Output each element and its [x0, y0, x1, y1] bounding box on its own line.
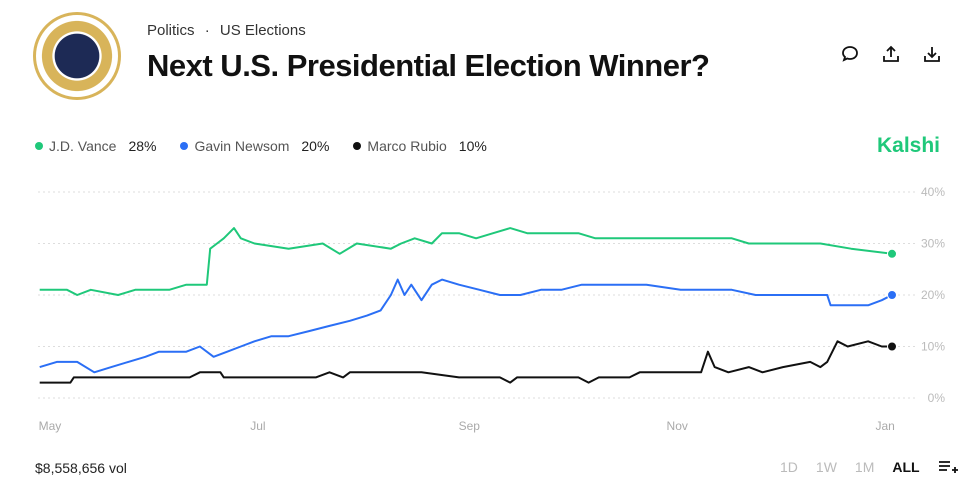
series-line — [39, 278, 893, 374]
legend-value: 20% — [301, 138, 330, 154]
page-title: Next U.S. Presidential Election Winner? — [147, 48, 710, 83]
x-tick-label: May — [39, 419, 62, 433]
y-tick-label: 40% — [921, 185, 945, 199]
breadcrumb-category[interactable]: Politics — [147, 22, 195, 39]
range-1d[interactable]: 1D — [780, 459, 798, 475]
range-selector: 1D 1W 1M ALL — [780, 459, 958, 478]
legend-dot-icon — [180, 142, 189, 150]
range-1m[interactable]: 1M — [854, 459, 875, 475]
legend-item[interactable]: Marco Rubio 10% — [353, 138, 487, 154]
price-chart[interactable]: 0% 10% 20% 30% 40% May Jul Sep Nov Jan — [0, 170, 960, 440]
x-tick-label: Sep — [459, 419, 481, 433]
legend-name: Marco Rubio — [367, 138, 447, 154]
legend-item[interactable]: J.D. Vance 28% — [35, 138, 156, 154]
breadcrumb: Politics · US Elections — [147, 22, 306, 39]
series-endpoint — [887, 290, 897, 300]
y-tick-label: 10% — [921, 340, 945, 354]
x-tick-label: Jul — [250, 419, 265, 433]
breadcrumb-subcategory[interactable]: US Elections — [219, 22, 306, 39]
range-all[interactable]: ALL — [892, 459, 920, 475]
legend-item[interactable]: Gavin Newsom 20% — [180, 138, 329, 154]
series-line — [39, 227, 893, 296]
download-icon[interactable] — [922, 44, 942, 64]
add-series-icon[interactable] — [938, 459, 958, 478]
series-endpoint — [887, 248, 897, 259]
legend-value: 28% — [128, 138, 157, 154]
range-1w[interactable]: 1W — [815, 459, 837, 475]
chart-legend: J.D. Vance 28% Gavin Newsom 20% Marco Rubio 1… — [35, 138, 487, 154]
legend-value: 10% — [458, 138, 487, 154]
y-tick-label: 20% — [921, 288, 945, 302]
x-tick-label: Jan — [876, 419, 895, 433]
share-icon[interactable] — [881, 44, 901, 64]
series-line — [39, 340, 892, 384]
legend-name: J.D. Vance — [49, 138, 117, 154]
y-tick-label: 0% — [928, 391, 946, 405]
volume-label: $8,558,656 vol — [35, 460, 127, 476]
breadcrumb-separator: · — [204, 22, 210, 39]
legend-dot-icon — [353, 142, 362, 150]
legend-dot-icon — [35, 142, 43, 150]
presidential-seal-logo — [33, 12, 121, 100]
series-endpoint — [887, 341, 897, 352]
y-tick-label: 30% — [921, 237, 945, 251]
comment-icon[interactable] — [840, 44, 860, 64]
kalshi-logo: Kalshi — [877, 134, 941, 157]
x-tick-label: Nov — [667, 419, 688, 433]
legend-name: Gavin Newsom — [194, 138, 290, 154]
